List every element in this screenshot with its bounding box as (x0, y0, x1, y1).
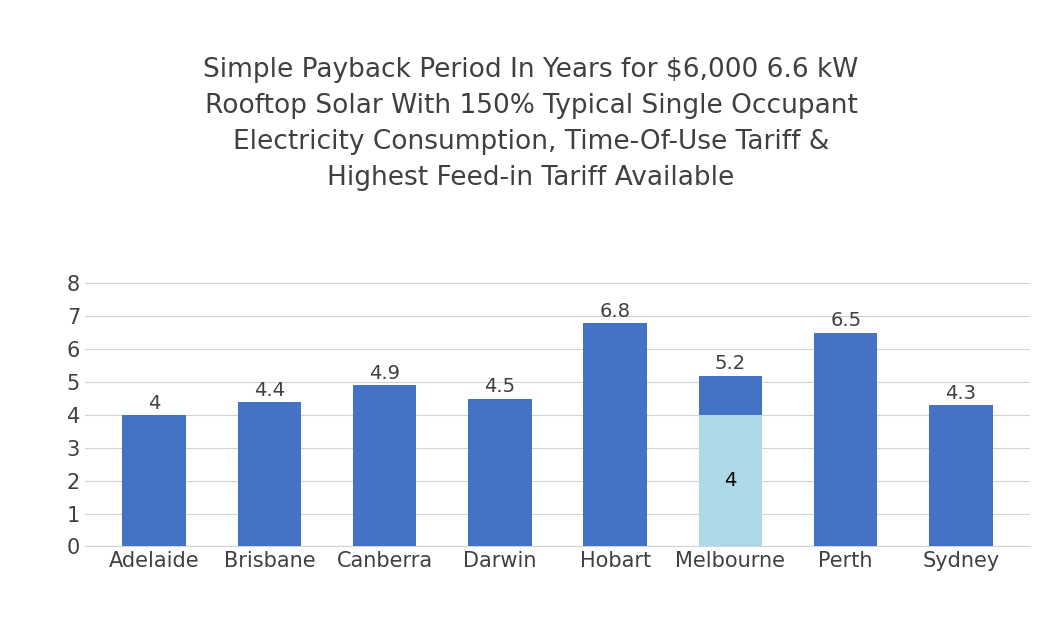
Text: 4: 4 (724, 471, 737, 490)
Text: 4: 4 (148, 394, 160, 413)
Bar (353, 386, 416, 546)
Text: 4.4: 4.4 (254, 381, 285, 399)
Text: 5.2: 5.2 (715, 354, 746, 373)
Bar (699, 376, 763, 415)
Bar (813, 333, 877, 546)
Text: 4.5: 4.5 (484, 377, 515, 396)
Bar (468, 399, 532, 546)
Text: 6.8: 6.8 (600, 302, 631, 320)
Bar (929, 405, 993, 546)
Bar (122, 415, 186, 546)
Text: 4.9: 4.9 (370, 364, 400, 383)
Bar (583, 323, 647, 546)
Text: 4.3: 4.3 (945, 384, 976, 403)
Text: 6.5: 6.5 (830, 312, 861, 330)
Bar (699, 415, 763, 546)
Text: Simple Payback Period In Years for $6,000 6.6 kW
Rooftop Solar With 150% Typical: Simple Payback Period In Years for $6,00… (203, 57, 859, 191)
Bar (238, 402, 302, 546)
